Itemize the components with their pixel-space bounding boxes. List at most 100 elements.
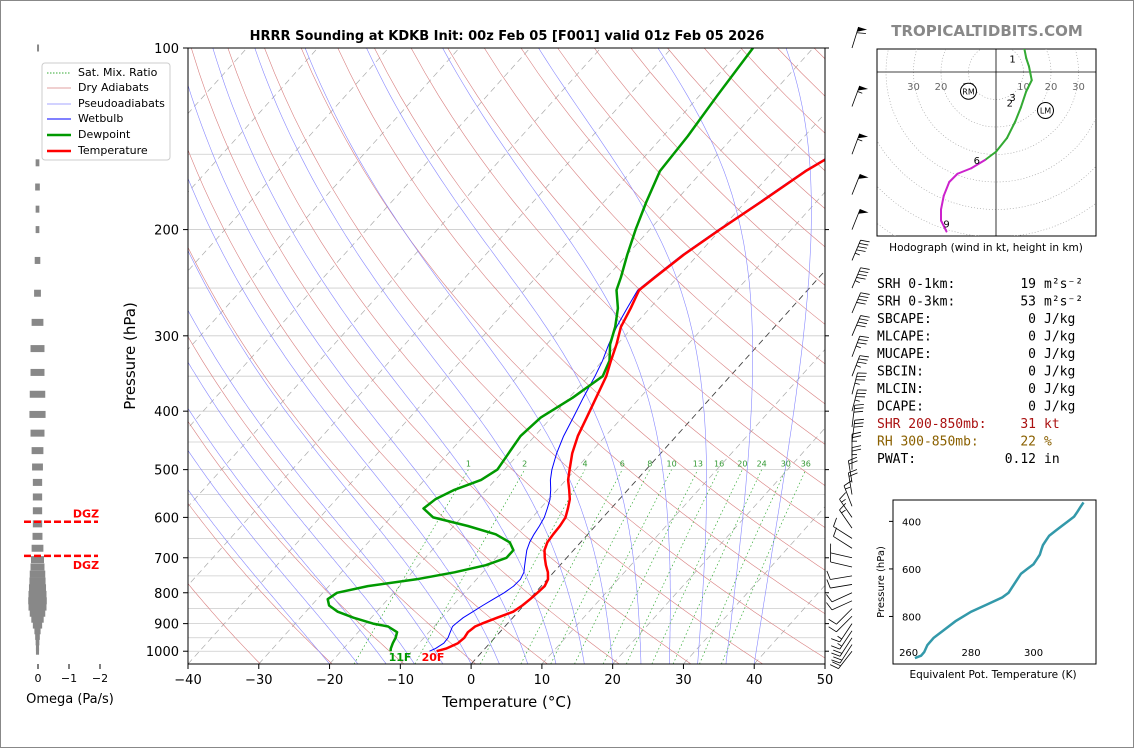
barb-flag [839,492,847,500]
pseudoadiabat-line [188,177,500,664]
barb-flag [833,649,843,654]
omega-bar [30,368,45,376]
barb-half-flag [857,91,863,94]
mix-ratio-line [550,469,651,664]
barb-flag [856,249,866,252]
pseudoadiabat-line [254,48,585,664]
wind-barb [831,630,853,650]
stat-label: SRH 0-1km: [877,277,955,292]
lm-marker [1037,102,1054,119]
theta-e-panel: 260 280 300 400 600 800 [889,501,1085,660]
mix-ratio-label: 16 [714,460,724,469]
omega-bar [32,493,43,501]
barb-flag [848,456,858,462]
mix-ratio-line [672,469,763,664]
barb-pennant [857,85,869,91]
omega-bar [35,205,40,213]
hodograph-segment [1025,57,1030,68]
wind-barb [851,418,864,443]
barb-flag [843,480,852,487]
hodograph-segment [956,167,973,175]
wind-barb [851,403,864,428]
mix-ratio-line [626,469,720,664]
barb-staff [851,292,861,314]
wind-barb [829,650,853,669]
x-tick-label: 0 [467,673,475,688]
wind-barb [831,637,853,657]
barb-flag [858,339,868,342]
omega-bar [37,44,40,52]
skewt-background-lines: 1 2 4 6 8 10 13 16 20 24 30 36 [188,48,825,664]
hodograph-segment [940,194,945,211]
barb-staff [836,615,853,633]
stat-unit: J/kg [1044,365,1075,380]
isotherm-line [541,348,825,664]
omega-bar [29,390,46,398]
stat-value: 0 [1028,312,1036,327]
hodograph-segment [970,159,986,170]
pseudoadiabat-line [188,249,472,664]
barb-pennant [858,174,869,179]
x-tick-label: −40 [174,673,201,688]
stat-label: SRH 0-3km: [877,295,955,310]
barb-half-flag [854,399,860,402]
dry-adiabat-line [300,48,825,615]
skewt-profiles [326,48,825,653]
stat-unit: kt [1044,417,1060,432]
barb-flag [860,267,870,270]
barb-flag [831,645,840,650]
omega-bar [35,643,40,651]
barb-flag [831,652,841,657]
legend-box [41,62,171,161]
barb-flag [859,335,869,338]
theta-e-line [914,501,1085,660]
y-tick-label: 600 [154,511,179,526]
barb-staff [847,472,853,495]
omega-xlabel: Omega (Pa/s) [26,692,114,707]
dry-adiabat-line [557,48,825,325]
theta-e-y-tick-label: 800 [902,612,921,623]
stat-unit: J/kg [1044,330,1075,345]
site-name: TROPICALTIDBITS.COM [891,22,1083,40]
isotherm-line [188,48,318,193]
dgz-label: DGZ [73,559,99,572]
hodograph-height-label: 9 [943,219,949,230]
barb-staff [851,372,858,395]
hodograph-segment [984,150,997,161]
mix-ratio-label: 2 [522,460,527,469]
omega-bar [34,256,41,264]
barb-flag [859,318,869,321]
barb-flag [857,342,867,345]
barb-staff [847,460,853,483]
hodograph-segment [1028,65,1033,82]
dry-adiabat-line [188,583,261,664]
stat-label: MLCAPE: [877,330,932,345]
hodograph-segment [942,181,951,197]
theta-e-y-tick-label: 600 [902,565,921,576]
y-tick-label: 300 [154,330,179,345]
barb-flag [829,664,839,669]
pseudoadiabat-line [188,407,387,664]
y-tick-label: 700 [154,552,179,567]
hodograph-segment [1014,106,1022,123]
stat-label: SHR 200-850mb: [877,417,987,432]
barb-half-flag [855,365,861,368]
omega-bar [29,577,46,585]
barb-flag [848,469,858,474]
dry-adiabat-line [188,246,548,664]
hodograph-height-label: 3 [1009,93,1015,104]
x-tick-label: 50 [817,673,834,688]
legend-label-temperature: Temperature [77,144,148,157]
barb-flag [853,425,864,428]
barb-half-flag [854,252,860,256]
freezing-isotherm [470,270,825,664]
stat-value: 0 [1028,365,1036,380]
stat-unit: in [1044,452,1060,467]
barb-flag [859,295,869,299]
omega-bar [34,289,41,297]
barb-staff [833,536,853,549]
isotherm-line [188,48,389,272]
skewt-axes: −40 −30 −20 −10 0 10 20 30 40 50 100 200 300 400 500 60… [146,42,833,688]
stat-label: MLCIN: [877,382,924,397]
dewpoint-profile [326,48,754,652]
